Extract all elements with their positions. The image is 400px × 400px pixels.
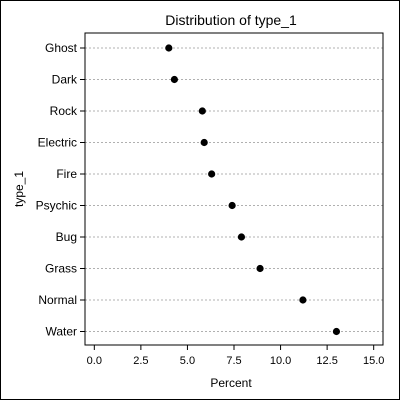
data-point [208,170,216,178]
x-axis-label: Percent [210,376,252,390]
x-tick-label: 2.5 [133,355,148,367]
data-point [198,107,206,115]
x-tick-label: 15.0 [363,355,384,367]
x-tick-label: 5.0 [180,355,195,367]
y-axis-label: type_1 [12,171,26,207]
data-point [256,264,264,273]
data-point [165,44,173,52]
data-point [200,138,208,147]
y-tick-label: Water [45,325,77,339]
x-tick-label: 7.5 [226,355,241,367]
y-tick-label: Electric [38,136,77,150]
y-tick-label: Normal [38,293,77,307]
x-tick-label: 0.0 [87,355,102,367]
data-point [332,327,341,336]
y-tick-label: Dark [52,73,78,87]
plot-area: Ghost Dark Rock Electric Fire Psychic Bug Grass… [36,32,384,367]
data-point [170,75,178,84]
y-tick-label: Ghost [45,41,78,55]
data-point [299,296,307,304]
x-tick-label: 10.0 [270,355,291,367]
data-point [237,233,246,241]
y-tick-label: Psychic [36,199,77,213]
chart-title: Distribution of type_1 [165,12,297,28]
y-tick-label: Fire [56,167,77,181]
y-tick-label: Grass [45,262,77,276]
y-tick-label: Bug [56,230,77,244]
x-tick-label: 12.5 [316,355,337,367]
y-tick-label: Rock [50,104,78,118]
data-point [228,201,236,210]
